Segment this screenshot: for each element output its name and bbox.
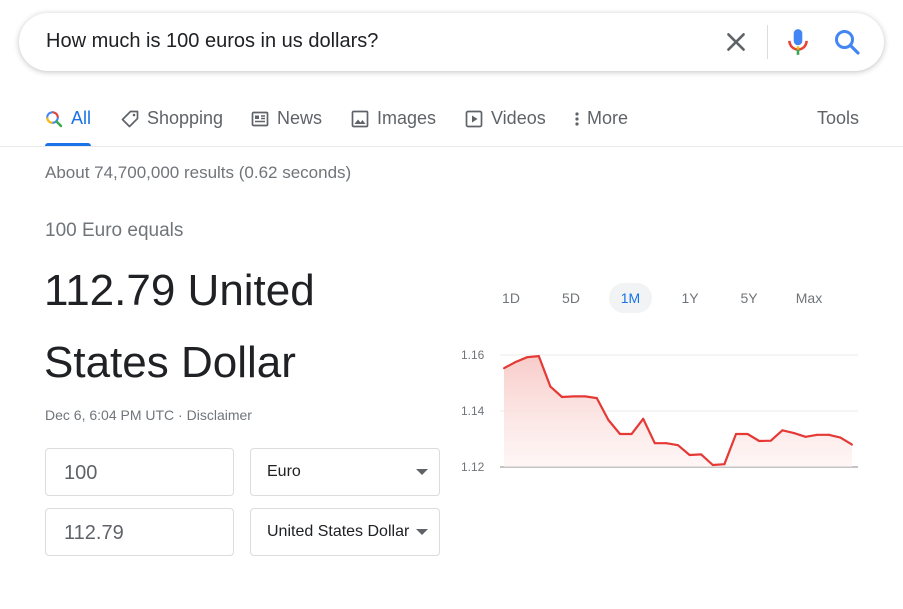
tabs-divider	[0, 146, 903, 147]
exchange-rate-chart[interactable]: 1.16 1.14 1.12	[450, 335, 870, 485]
tab-all[interactable]: All	[45, 108, 91, 129]
chart-point	[665, 442, 668, 445]
from-amount-field[interactable]	[45, 448, 234, 496]
chart-point	[746, 433, 749, 435]
tab-label: More	[587, 108, 629, 128]
more-vert-icon	[575, 111, 579, 126]
from-currency-value: Euro	[267, 463, 301, 480]
chart-point	[781, 429, 784, 432]
y-tick-label: 1.14	[461, 404, 485, 418]
to-amount-field[interactable]	[45, 508, 234, 556]
play-icon	[465, 110, 483, 127]
tab-label: Videos	[491, 108, 546, 128]
chart-point	[642, 417, 645, 420]
chart-point	[630, 433, 633, 435]
chart-area	[504, 356, 852, 467]
chart-point	[688, 454, 691, 456]
dropdown-arrow-icon	[416, 529, 428, 535]
tab-videos[interactable]: Videos	[465, 108, 546, 129]
tab-label: Images	[377, 108, 437, 128]
timestamp-text: Dec 6, 6:04 PM UTC	[45, 407, 175, 423]
chart-point	[584, 395, 587, 398]
chart-point	[514, 361, 517, 363]
image-icon	[351, 110, 369, 127]
chart-point	[549, 385, 552, 388]
from-currency-select[interactable]: Euro	[250, 448, 440, 496]
chart-point	[769, 439, 772, 442]
search-icon	[46, 110, 63, 127]
timestamp-separator: ·	[174, 407, 187, 423]
y-tick-label: 1.16	[461, 348, 485, 362]
chart-point	[537, 355, 540, 358]
chart-point	[572, 395, 575, 398]
to-amount-input[interactable]	[62, 521, 216, 546]
chart-point	[793, 432, 795, 435]
clear-icon[interactable]	[723, 29, 749, 55]
from-amount-input[interactable]	[62, 461, 216, 486]
range-max[interactable]: Max	[795, 290, 823, 306]
range-1y[interactable]: 1Y	[681, 290, 699, 306]
to-currency-value: United States Dollar	[267, 523, 410, 540]
chart-point	[758, 440, 761, 442]
active-tab-indicator	[45, 143, 91, 146]
range-5y[interactable]: 5Y	[740, 290, 758, 306]
chart-point	[711, 464, 714, 466]
tab-images[interactable]: Images	[351, 108, 436, 129]
chart-point	[595, 397, 598, 400]
microphone-icon[interactable]	[785, 27, 811, 57]
chart-point	[839, 436, 842, 439]
converted-value: 112.79 United States Dollar	[44, 266, 315, 387]
result-stats: About 74,700,000 results (0.62 seconds)	[45, 163, 352, 182]
dropdown-arrow-icon	[416, 469, 428, 475]
chart-point	[503, 367, 505, 370]
news-icon	[251, 111, 269, 126]
chart-point	[561, 396, 563, 398]
search-bar-divider	[767, 25, 768, 59]
range-1m[interactable]: 1M	[609, 283, 652, 313]
chart-point	[827, 433, 830, 436]
rate-timestamp: Dec 6, 6:04 PM UTC · Disclaimer	[45, 407, 252, 423]
search-icon[interactable]	[833, 28, 861, 56]
tab-label: News	[277, 108, 323, 128]
range-5d[interactable]: 5D	[562, 290, 580, 306]
chart-point	[851, 443, 853, 446]
chart-point	[700, 453, 703, 456]
chart-point	[607, 419, 610, 421]
tab-label: All	[71, 108, 92, 128]
tools-label: Tools	[817, 108, 860, 128]
chart-point	[526, 356, 529, 359]
tools-button[interactable]: Tools	[817, 108, 859, 129]
range-1d[interactable]: 1D	[502, 290, 520, 306]
tab-label: Shopping	[147, 108, 224, 128]
search-bar[interactable]: How much is 100 euros in us dollars?	[19, 13, 884, 71]
equals-label: 100 Euro equals	[45, 220, 184, 241]
search-tabs: All Shopping News Images Videos	[0, 100, 903, 146]
chart-point	[816, 433, 819, 436]
tab-more[interactable]: More	[573, 108, 628, 129]
tab-shopping[interactable]: Shopping	[121, 108, 223, 129]
search-query[interactable]: How much is 100 euros in us dollars?	[46, 30, 379, 52]
chart-point	[735, 433, 737, 435]
disclaimer-link[interactable]: Disclaimer	[186, 407, 252, 423]
tab-news[interactable]: News	[251, 108, 322, 129]
chart-point	[653, 442, 656, 445]
y-tick-label: 1.12	[461, 460, 485, 474]
to-currency-select[interactable]: United States Dollar	[250, 508, 440, 556]
chart-point	[619, 433, 621, 435]
chart-point	[677, 444, 679, 447]
tag-icon	[121, 110, 139, 127]
chart-point	[723, 463, 726, 466]
chart-point	[804, 435, 807, 438]
